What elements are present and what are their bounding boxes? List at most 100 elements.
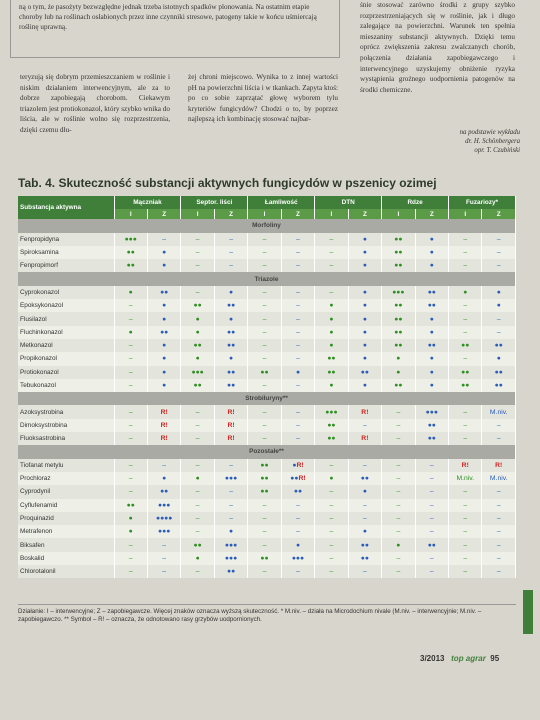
cell: – <box>214 245 249 260</box>
cell: – <box>147 551 182 566</box>
subheader-cell: Z <box>147 209 182 220</box>
cell: – <box>448 565 483 579</box>
cell: – <box>247 338 282 353</box>
cell: ●● <box>415 432 450 446</box>
cell: ●R! <box>281 458 316 472</box>
cell: ●● <box>481 338 516 353</box>
row-label: Propikonazol <box>18 352 115 366</box>
cell: ●●● <box>180 365 215 379</box>
cell: ● <box>180 312 215 326</box>
cell: M.niv. <box>481 471 516 486</box>
cell: ●●● <box>147 525 182 539</box>
cell: ●● <box>247 471 282 486</box>
group-row: Triazole <box>18 272 516 286</box>
cell: – <box>348 458 383 472</box>
table-title: Tab. 4. Skuteczność substancji aktywnych… <box>18 176 437 190</box>
cell: ●● <box>448 378 483 393</box>
data-row: Fenpropimorf ●● ● – – – – – ● ●● ● – – <box>18 259 516 273</box>
resistance: R! <box>227 435 235 443</box>
row-label: Fluoksastrobina <box>18 432 115 446</box>
cell: ● <box>314 299 349 313</box>
subheader-cell: I <box>448 209 483 220</box>
cell: – <box>348 565 383 579</box>
cell: – <box>314 232 349 246</box>
cell: ●● <box>247 551 282 566</box>
cell: – <box>281 285 316 300</box>
cell: ● <box>348 245 383 260</box>
cell: – <box>448 312 483 326</box>
source-line: opr. T. Czubiński <box>474 147 520 154</box>
group-row: Morfoliny <box>18 219 516 233</box>
cell: ●● <box>481 378 516 393</box>
cell: R! <box>214 418 249 433</box>
row-label: Prochloraz <box>18 471 115 486</box>
cell: ● <box>415 312 450 326</box>
cell: ●● <box>415 418 450 433</box>
cell: – <box>247 538 282 552</box>
data-row: Dimoksystrobina – R! – R! – – ●● – – ●● – – <box>18 418 516 433</box>
cell: – <box>114 471 148 486</box>
source: na podstawie wykładu dr. H. Schönbergera… <box>390 128 520 155</box>
data-row: Azoksystrobina – R! – R! – – ●●● R! – ●●● – M.niv. <box>18 405 516 419</box>
cell: – <box>147 458 182 472</box>
article-top: ną o tym, że pasożyty bezwzględne jednak… <box>10 0 340 58</box>
cell: – <box>114 538 148 552</box>
cell: – <box>114 485 148 499</box>
cell: – <box>448 432 483 446</box>
cell: ●● <box>415 299 450 313</box>
cell: ● <box>147 245 182 260</box>
cell: R! <box>348 432 383 446</box>
cell: ●● <box>415 285 450 300</box>
data-row: Flusilazol – ● ● ● – – ● ● ●● ● – – <box>18 312 516 326</box>
cell: ● <box>348 485 383 499</box>
data-row: Propikonazol – ● ● ● – – ●● ● ● ● – ● <box>18 352 516 366</box>
cell: – <box>314 538 349 552</box>
cell: – <box>180 458 215 472</box>
cell: ●● <box>314 365 349 379</box>
cell: – <box>114 365 148 379</box>
cell: – <box>481 498 516 512</box>
cell: – <box>114 405 148 419</box>
cell: – <box>381 485 416 499</box>
cell: ● <box>147 365 182 379</box>
resistance: R! <box>160 421 168 429</box>
resistance: R! <box>298 475 306 483</box>
cell: ●● <box>314 352 349 366</box>
cell: – <box>247 232 282 246</box>
group-row: Strobiluryny** <box>18 392 516 406</box>
cell: – <box>114 432 148 446</box>
group-row: Pozostałe** <box>18 445 516 459</box>
cell: ●● <box>214 338 249 353</box>
side-tab <box>523 590 533 634</box>
cell: ● <box>314 312 349 326</box>
cell: ● <box>147 352 182 366</box>
cell: – <box>415 525 450 539</box>
cell: – <box>481 432 516 446</box>
resistance: R! <box>361 435 369 443</box>
cell: – <box>381 498 416 512</box>
cell: – <box>481 259 516 273</box>
cell: ●● <box>214 378 249 393</box>
row-label: Cyflufenamid <box>18 498 115 512</box>
cell: ●●● <box>114 232 148 246</box>
cell: ● <box>481 352 516 366</box>
subheader-cell: I <box>314 209 349 220</box>
data-row: Tebukonazol – ● ●● ●● – – ● ● ●● ● ●● ●● <box>18 378 516 393</box>
cell: – <box>381 565 416 579</box>
resistance: R! <box>495 461 503 469</box>
header-row: Substancja aktywna Mączniak Septor. liści Ł… <box>18 196 516 220</box>
cell: – <box>314 525 349 539</box>
cell: ● <box>114 285 148 300</box>
cell: ●●● <box>314 405 349 419</box>
cell: – <box>481 511 516 526</box>
cell: – <box>348 498 383 512</box>
row-label: Chlorotalonil <box>18 565 115 579</box>
cell: ● <box>415 259 450 273</box>
data-row: Fenpropidyna ●●● – – – – – – ● ●● ● – – <box>18 232 516 246</box>
row-label: Tebukonazol <box>18 378 115 393</box>
row-label: Cyprokonazol <box>18 285 115 300</box>
cell: – <box>481 232 516 246</box>
cell: ● <box>348 299 383 313</box>
cell: – <box>180 432 215 446</box>
row-label: Tiofanat metylu <box>18 458 115 472</box>
